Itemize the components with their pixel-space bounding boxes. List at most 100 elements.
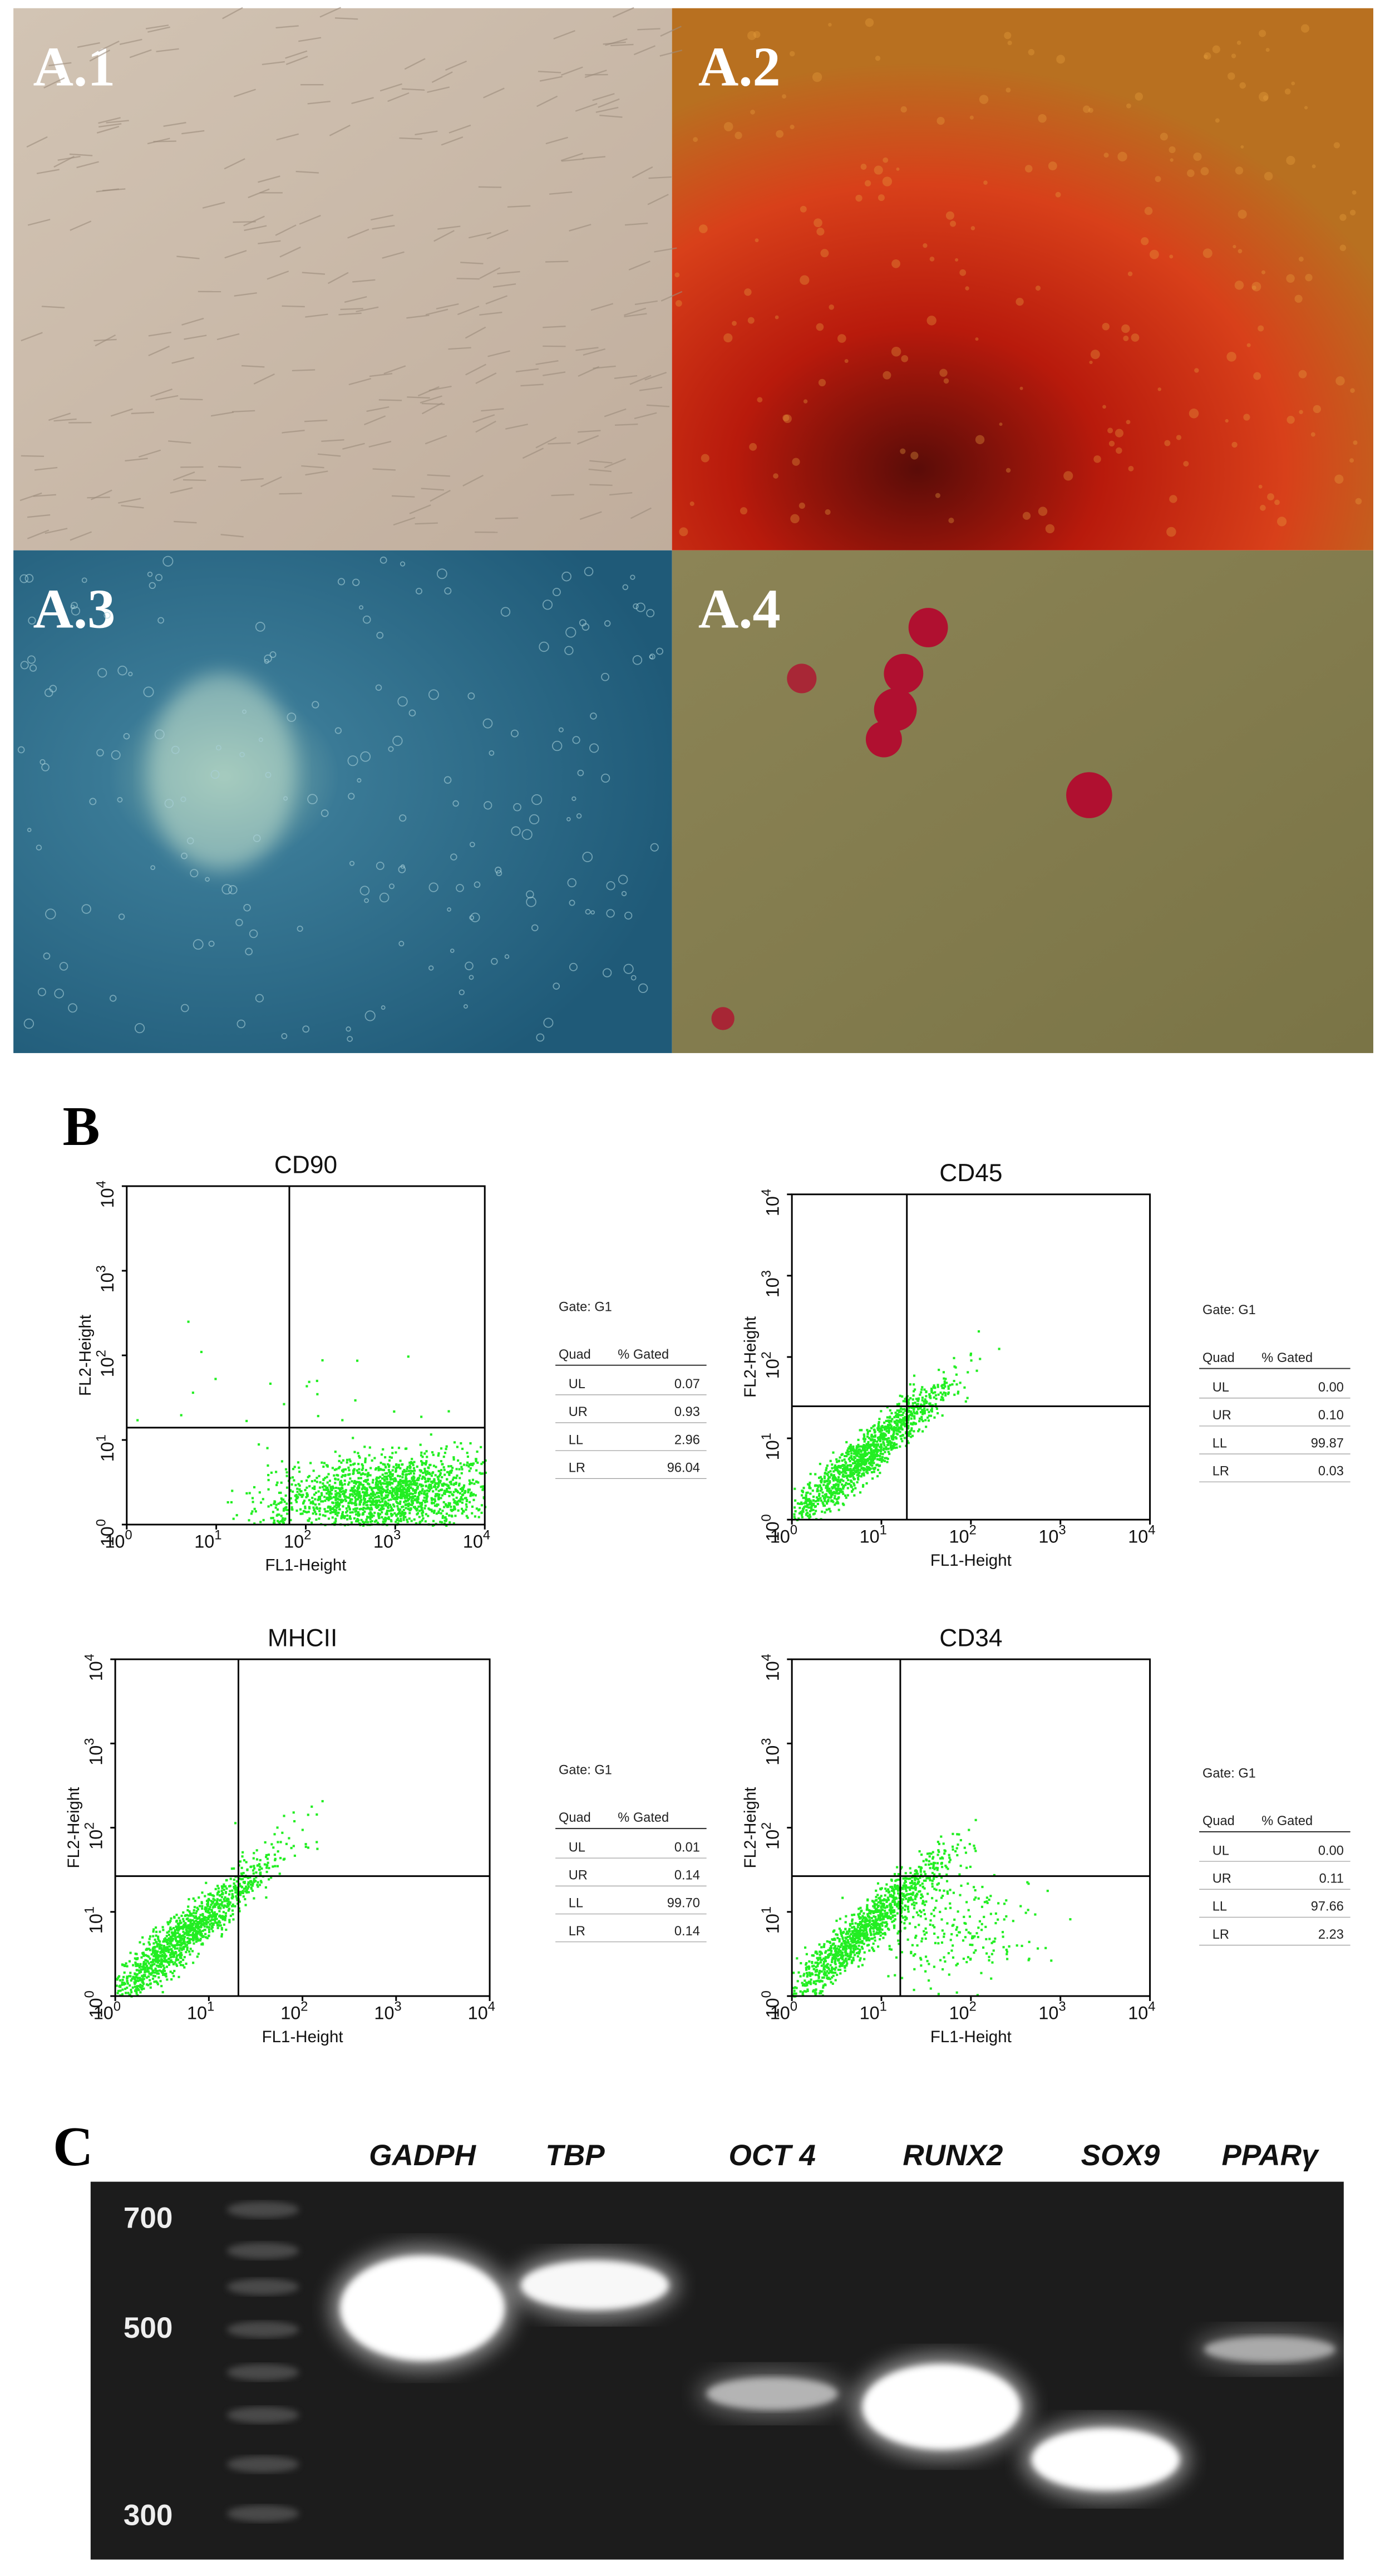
cell — [1313, 405, 1322, 414]
event-dot — [849, 1473, 852, 1477]
event-dot — [283, 1403, 285, 1405]
cell — [26, 136, 48, 148]
y-tick-label: 103 — [94, 1265, 117, 1292]
event-dot — [374, 1493, 377, 1496]
event-dot — [410, 1481, 412, 1483]
event-dot — [165, 1941, 168, 1944]
event-dot — [329, 1486, 332, 1488]
event-dot — [343, 1495, 346, 1498]
cell — [497, 271, 520, 274]
event-dot — [196, 1939, 200, 1942]
event-dot — [312, 1469, 315, 1472]
event-dot — [372, 1487, 374, 1489]
event-dot — [918, 1417, 921, 1420]
event-dot — [348, 1507, 351, 1510]
event-dot — [873, 1428, 876, 1431]
event-dot — [344, 1489, 347, 1492]
cell — [111, 750, 121, 760]
cell — [352, 578, 360, 586]
cell — [582, 852, 593, 862]
panel-label: B — [63, 1095, 100, 1157]
event-dot — [839, 1465, 842, 1468]
event-dot — [832, 1451, 835, 1454]
event-dot — [442, 1482, 445, 1485]
event-dot — [299, 1512, 302, 1515]
event-dot — [324, 1485, 327, 1488]
event-dot — [252, 1882, 254, 1885]
cell — [148, 331, 171, 337]
cell — [1038, 507, 1048, 516]
event-dot — [837, 1471, 840, 1474]
event-dot — [167, 1923, 170, 1926]
event-dot — [170, 1978, 173, 1981]
event-dot — [801, 1512, 804, 1515]
event-dot — [385, 1476, 387, 1478]
event-dot — [386, 1510, 388, 1512]
event-dot — [346, 1458, 349, 1461]
event-dot — [367, 1474, 370, 1477]
event-dot — [357, 1477, 360, 1479]
event-dot — [925, 1425, 928, 1428]
event-dot — [344, 1491, 347, 1493]
event-dot — [369, 1518, 372, 1521]
event-dot — [398, 1489, 401, 1493]
event-dot — [882, 1434, 885, 1437]
event-dot — [918, 1428, 921, 1431]
event-dot — [214, 1887, 217, 1890]
event-dot — [943, 1391, 945, 1394]
event-dot — [854, 1462, 857, 1464]
event-dot — [396, 1492, 398, 1495]
event-dot — [207, 1935, 210, 1938]
event-dot — [377, 1469, 380, 1472]
event-dot — [880, 1435, 883, 1438]
event-dot — [808, 1483, 811, 1487]
event-dot — [215, 1918, 218, 1920]
event-dot — [151, 1949, 154, 1951]
event-dot — [833, 1497, 836, 1500]
event-dot — [928, 1393, 931, 1396]
event-dot — [341, 1486, 343, 1489]
cell — [147, 137, 170, 145]
event-dot — [134, 1981, 137, 1984]
event-dot — [304, 1845, 307, 1849]
event-dot — [399, 1493, 402, 1497]
event-dot — [395, 1521, 397, 1523]
event-dot — [363, 1495, 366, 1497]
cell — [281, 1033, 288, 1039]
event-dot — [277, 1850, 279, 1853]
event-dot — [902, 1400, 905, 1403]
event-dot — [194, 1915, 197, 1918]
event-dot — [456, 1489, 459, 1493]
event-dot — [318, 1513, 322, 1516]
cell — [1246, 343, 1251, 347]
event-dot — [469, 1463, 472, 1466]
event-dot — [856, 1469, 859, 1472]
event-dot — [383, 1489, 386, 1492]
event-dot — [406, 1466, 409, 1468]
event-dot — [326, 1476, 328, 1478]
event-dot — [249, 1883, 252, 1886]
event-dot — [819, 1463, 821, 1466]
quad-name: UL — [569, 1377, 585, 1392]
event-dot — [329, 1512, 332, 1515]
event-dot — [862, 1484, 865, 1487]
event-dot — [281, 1831, 284, 1834]
event-dot — [872, 1443, 875, 1446]
event-dot — [259, 1865, 262, 1868]
event-dot — [210, 1910, 214, 1913]
plot-title: CD34 — [939, 1624, 1002, 1651]
cell — [302, 272, 326, 275]
event-dot — [136, 1957, 139, 1960]
cell — [1349, 458, 1354, 463]
cell — [366, 406, 390, 412]
event-dot — [215, 1903, 218, 1906]
event-dot — [386, 1472, 388, 1474]
event-dot — [383, 1463, 386, 1466]
event-dot — [204, 1908, 206, 1910]
event-dot — [206, 1910, 209, 1913]
event-dot — [307, 1511, 310, 1513]
event-dot — [327, 1499, 330, 1502]
event-dot — [328, 1484, 331, 1487]
cell — [1204, 55, 1208, 59]
